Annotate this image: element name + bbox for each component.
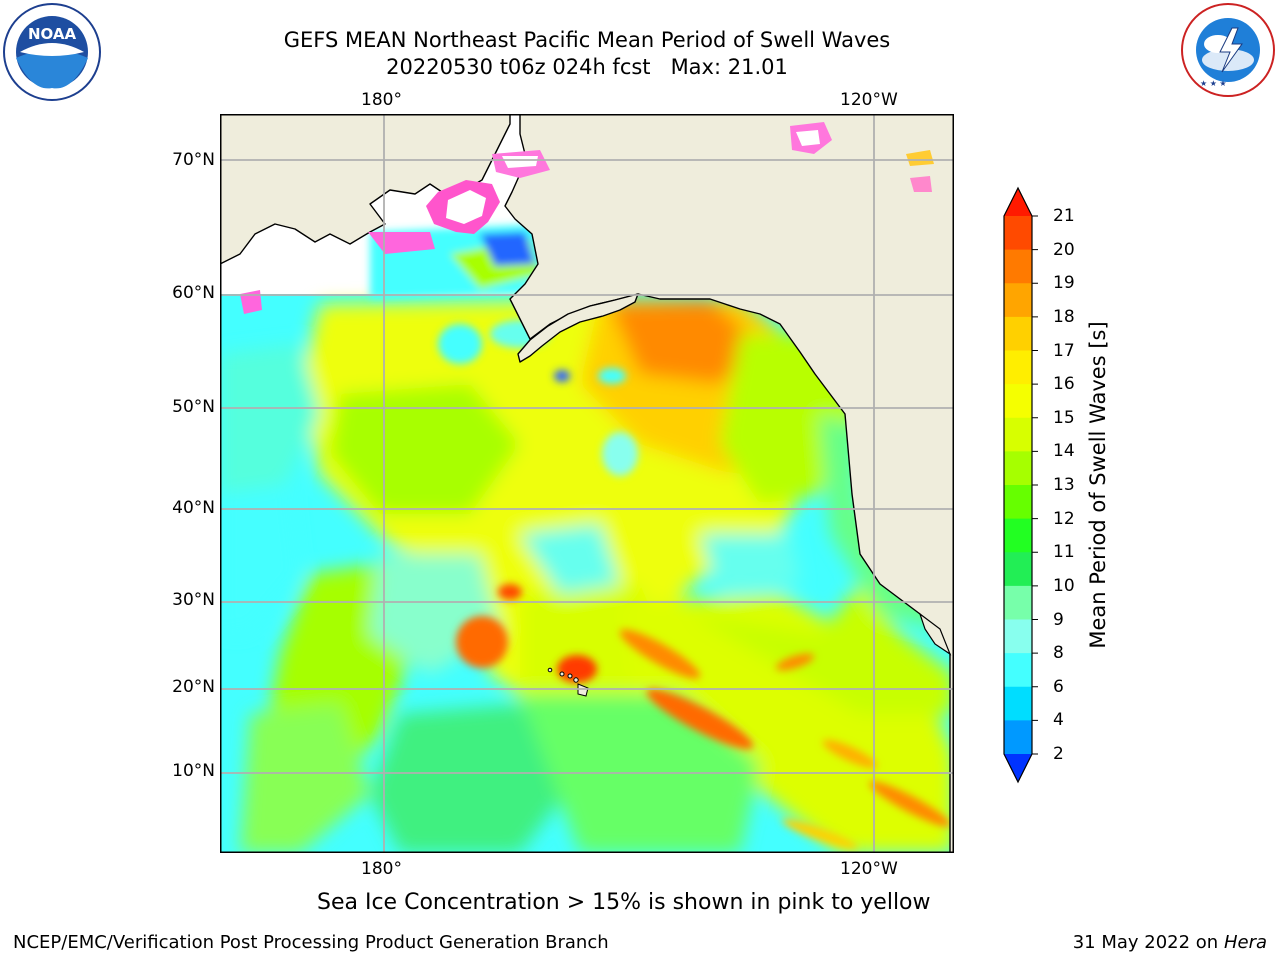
colorbar-tick-label: 6	[1053, 676, 1064, 697]
colorbar-bin	[1004, 417, 1032, 452]
lat-label-60n: 60°N	[172, 283, 215, 303]
colorbar-bin	[1004, 249, 1032, 284]
colorbar-tick-label: 9	[1053, 609, 1064, 630]
plot-title: GEFS MEAN Northeast Pacific Mean Period …	[283, 28, 891, 52]
lon-label-bottom-180: 180°	[361, 859, 402, 879]
hawaii-islands	[547, 667, 589, 697]
colorbar-tick-label: 17	[1053, 340, 1075, 361]
footer-host: Hera	[1223, 932, 1267, 953]
colorbar-tick-label: 2	[1053, 744, 1064, 764]
colorbar-bin	[1004, 720, 1032, 755]
footer-date: 31 May 2022 on	[1072, 932, 1219, 953]
colorbar-tick-label: 15	[1053, 407, 1075, 428]
colorbar-tick-label: 11	[1053, 542, 1075, 563]
colorbar-bin	[1004, 585, 1032, 620]
colorbar-tick-label: 4	[1053, 710, 1064, 731]
lat-label-20n: 20°N	[172, 677, 215, 697]
lat-label-70n: 70°N	[172, 150, 215, 170]
colorbar-tick-label: 14	[1053, 441, 1075, 462]
baja-california	[918, 612, 952, 656]
noaa-logo: NOAA	[3, 3, 101, 101]
colorbar-bin	[1004, 350, 1032, 385]
colorbar-bin	[1004, 451, 1032, 486]
footer-right: 31 May 2022 on Hera	[1073, 932, 1267, 953]
lat-label-10n: 10°N	[172, 761, 215, 781]
land-masses	[220, 114, 954, 853]
sea-ice-note: Sea Ice Concentration > 15% is shown in …	[317, 890, 931, 915]
colorbar-tick-label: 18	[1053, 306, 1075, 327]
footer-left: NCEP/EMC/Verification Post Processing Pr…	[13, 932, 609, 953]
colorbar-bin	[1004, 283, 1032, 318]
noaa-logo-text: NOAA	[28, 25, 77, 43]
colorbar-tick-label: 13	[1053, 475, 1075, 495]
map-border	[220, 114, 954, 853]
colorbar-tick-label: 20	[1053, 239, 1075, 260]
colorbar	[1003, 186, 1038, 784]
lon-label-top-180: 180°	[361, 90, 402, 110]
colorbar-bin	[1004, 653, 1032, 688]
svg-text:★ ★ ★: ★ ★ ★	[1200, 79, 1227, 88]
colorbar-tick-label: 8	[1053, 643, 1064, 664]
colorbar-extend-min	[1004, 754, 1032, 782]
swell-period-map	[220, 114, 954, 853]
lon-label-top-120w: 120°W	[840, 90, 898, 110]
colorbar-bin	[1004, 316, 1032, 351]
colorbar-bin	[1004, 619, 1032, 654]
colorbar-tick-label: 21	[1053, 206, 1075, 226]
colorbar-tick-label: 16	[1053, 374, 1075, 395]
lat-label-30n: 30°N	[172, 590, 215, 610]
colorbar-bin	[1004, 485, 1032, 520]
colorbar-bin	[1004, 686, 1032, 721]
colorbar-bin	[1004, 518, 1032, 553]
lat-label-50n: 50°N	[172, 397, 215, 417]
colorbar-extend-max	[1004, 188, 1032, 216]
colorbar-bin	[1004, 216, 1032, 251]
lon-label-bottom-120w: 120°W	[840, 859, 898, 879]
colorbar-title: Mean Period of Swell Waves [s]	[1086, 321, 1110, 649]
lat-label-40n: 40°N	[172, 498, 215, 518]
colorbar-bin	[1004, 552, 1032, 587]
plot-subtitle: 20220530 t06z 024h fcst Max: 21.01	[386, 55, 788, 79]
nws-logo: ★ ★ ★	[1181, 3, 1275, 97]
colorbar-bin	[1004, 384, 1032, 419]
graticule	[220, 114, 954, 853]
colorbar-tick-label: 10	[1053, 575, 1075, 596]
colorbar-tick-label: 12	[1053, 508, 1075, 529]
colorbar-tick-label: 19	[1053, 273, 1075, 294]
